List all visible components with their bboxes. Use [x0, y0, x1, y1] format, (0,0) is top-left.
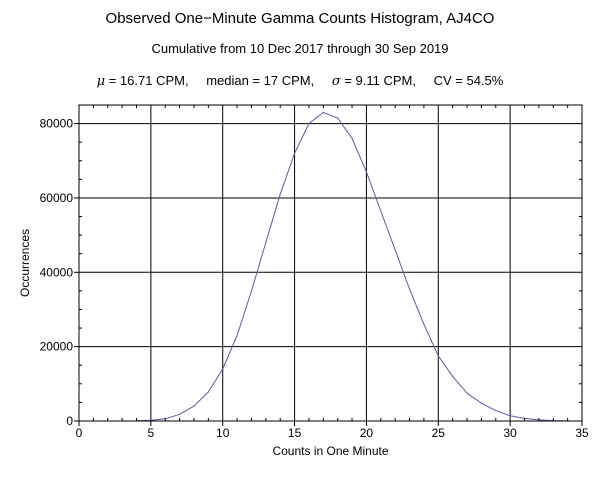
series-layer	[135, 111, 569, 422]
data-point	[495, 409, 497, 412]
data-point	[466, 392, 468, 394]
x-tick-label: 35	[575, 426, 589, 440]
tick-labels: 0 5 10 15 20 25 30 35 0 20000 40000 60000 80000	[40, 117, 589, 440]
data-point	[179, 413, 181, 415]
x-tick-label: 0	[76, 426, 83, 440]
data-point	[480, 402, 482, 404]
stat-mean: μ = 16.71 CPM,	[96, 73, 189, 89]
y-tick-label: 20000	[40, 340, 74, 354]
stat-cv-value: CV = 54.5%	[433, 73, 504, 88]
y-tick-label: 60000	[40, 191, 74, 205]
chart-stats: μ = 16.71 CPM, median = 17 CPM, σ = 9.11…	[0, 73, 600, 89]
tick-marks	[74, 104, 583, 426]
stat-sigma-value: = 9.11 CPM,	[340, 73, 416, 88]
stat-median: median = 17 CPM,	[206, 73, 314, 88]
data-point	[222, 368, 224, 370]
y-axis-label: Occurrences	[18, 229, 32, 297]
data-point	[250, 290, 253, 292]
series-line	[136, 111, 568, 422]
mu-symbol: μ	[96, 74, 106, 89]
data-point	[380, 210, 382, 212]
plot-frame	[78, 104, 583, 422]
y-tick-label: 0	[66, 414, 73, 428]
data-point	[351, 137, 353, 140]
data-point	[509, 415, 511, 417]
data-point	[423, 323, 425, 325]
chart-title: Observed One−Minute Gamma Counts Histogr…	[105, 10, 495, 27]
data-point	[308, 122, 310, 125]
data-point	[365, 171, 368, 173]
stat-sigma: σ = 9.11 CPM,	[331, 73, 416, 89]
data-point	[207, 391, 209, 393]
data-point	[236, 334, 238, 337]
data-point	[452, 375, 454, 377]
data-point	[394, 249, 396, 251]
stat-median-value: median = 17 CPM,	[206, 73, 315, 88]
data-point	[437, 355, 439, 357]
data-point	[337, 117, 339, 119]
grid-lines	[79, 105, 582, 421]
x-tick-label: 30	[503, 426, 517, 440]
data-point	[322, 111, 324, 114]
x-tick-label: 20	[360, 426, 374, 440]
x-tick-label: 5	[148, 426, 155, 440]
stat-mean-value: = 16.71 CPM,	[105, 73, 189, 88]
data-point	[265, 241, 267, 244]
x-tick-label: 25	[432, 426, 446, 440]
data-point	[408, 288, 411, 290]
data-point	[193, 405, 195, 407]
x-axis-label: Counts in One Minute	[272, 444, 388, 458]
y-tick-label: 40000	[40, 265, 74, 279]
y-tick-label: 80000	[40, 117, 74, 131]
data-point	[293, 152, 296, 154]
x-tick-label: 10	[216, 426, 230, 440]
sigma-symbol: σ	[331, 74, 341, 89]
x-tick-label: 15	[288, 426, 302, 440]
chart-subtitle: Cumulative from 10 Dec 2017 through 30 S…	[151, 41, 449, 56]
stat-cv: CV = 54.5%	[434, 73, 504, 88]
data-point	[279, 193, 281, 195]
